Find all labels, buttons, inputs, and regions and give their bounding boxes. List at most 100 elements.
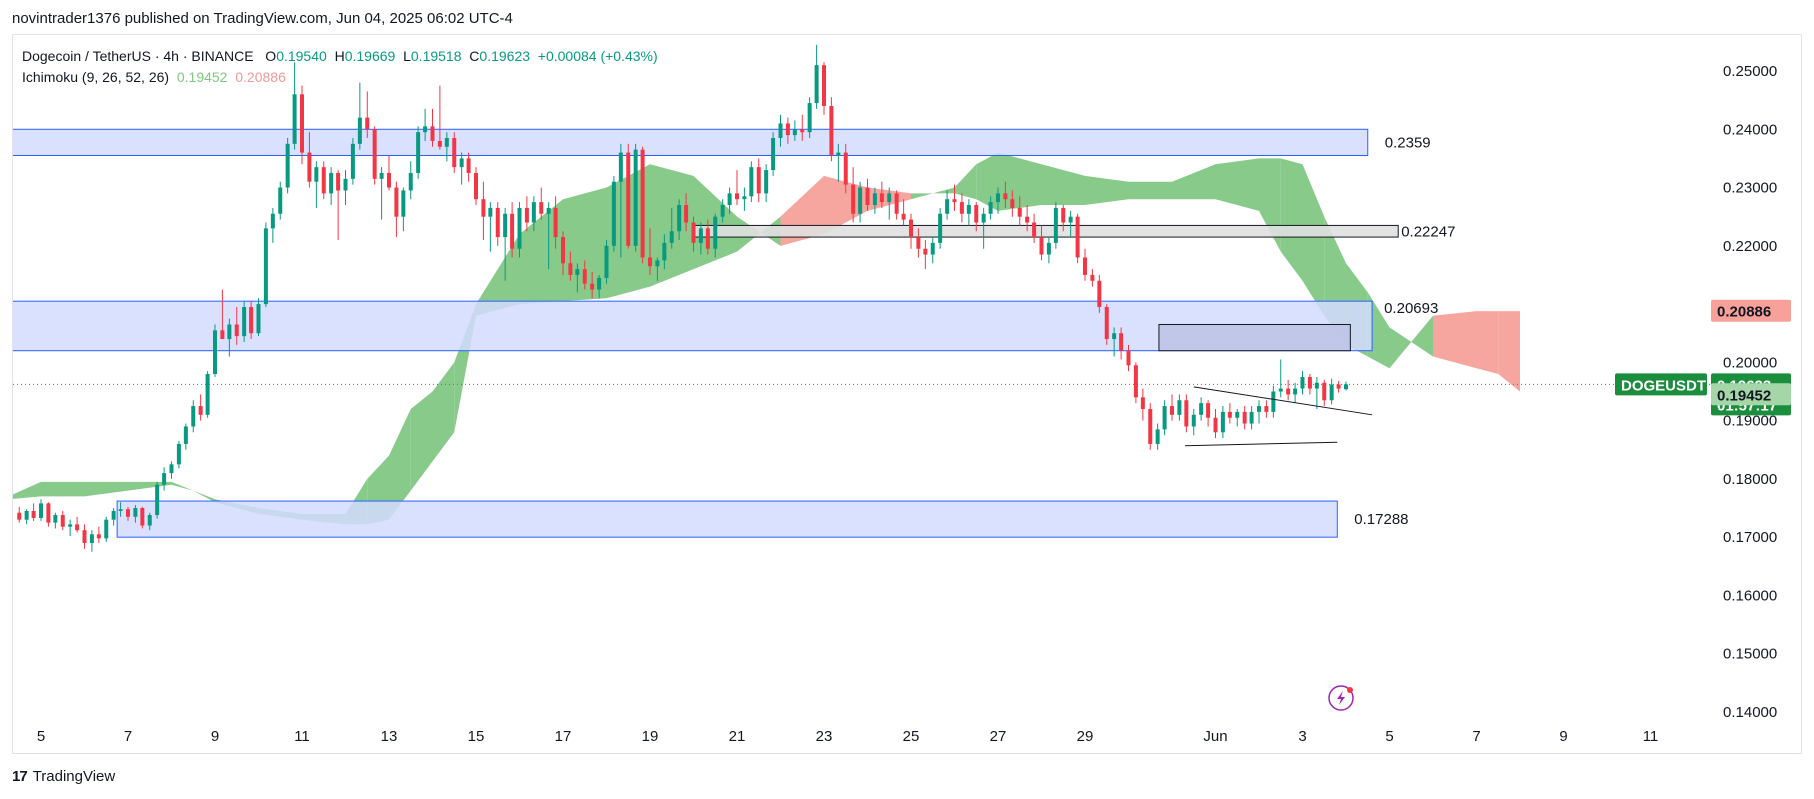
candle[interactable] [1155, 423, 1160, 450]
candle[interactable] [938, 207, 943, 249]
candle[interactable] [800, 114, 805, 141]
candle[interactable] [822, 62, 826, 115]
candle[interactable] [1010, 190, 1015, 217]
candle[interactable] [321, 161, 326, 200]
candle[interactable] [597, 274, 602, 299]
candle[interactable] [111, 508, 116, 526]
candle[interactable] [118, 502, 123, 517]
candle[interactable] [155, 481, 160, 519]
candle[interactable] [1206, 400, 1211, 427]
zone-blue-4[interactable] [116, 500, 1338, 538]
candle[interactable] [285, 138, 290, 194]
candle[interactable] [1112, 327, 1117, 357]
candle[interactable] [720, 199, 725, 223]
candle[interactable] [227, 318, 232, 357]
candle[interactable] [1235, 408, 1240, 427]
candle[interactable] [582, 260, 587, 290]
candle[interactable] [735, 170, 739, 206]
candle[interactable] [357, 82, 362, 150]
candle[interactable] [234, 307, 239, 345]
candle[interactable] [1083, 248, 1087, 281]
candle[interactable] [930, 237, 935, 264]
candle[interactable] [626, 143, 631, 249]
candle[interactable] [872, 187, 877, 214]
candle[interactable] [459, 152, 464, 185]
candle[interactable] [256, 298, 261, 337]
candle[interactable] [140, 506, 145, 529]
candle[interactable] [575, 263, 580, 293]
candle[interactable] [314, 161, 319, 208]
candle[interactable] [604, 239, 609, 284]
candle[interactable] [546, 202, 551, 270]
candle[interactable] [53, 512, 58, 529]
candle[interactable] [1271, 385, 1276, 418]
candle[interactable] [46, 502, 51, 527]
lightning-icon[interactable] [1328, 685, 1354, 711]
candle[interactable] [981, 207, 986, 249]
candle[interactable] [865, 178, 870, 211]
candle[interactable] [561, 231, 565, 275]
candle[interactable] [778, 114, 783, 147]
candle[interactable] [1148, 403, 1153, 450]
candle[interactable] [17, 506, 22, 523]
candle[interactable] [183, 423, 188, 450]
candle[interactable] [416, 126, 421, 179]
candle[interactable] [531, 196, 536, 232]
candle[interactable] [82, 524, 87, 549]
candle[interactable] [394, 181, 399, 238]
candle[interactable] [648, 228, 652, 275]
candle[interactable] [1133, 362, 1138, 404]
candle[interactable] [1177, 394, 1182, 421]
trendline-1[interactable] [1185, 441, 1338, 447]
candle[interactable] [611, 175, 616, 252]
candle[interactable] [329, 167, 334, 206]
candle[interactable] [1003, 181, 1008, 208]
candle[interactable] [1257, 400, 1261, 424]
candle[interactable] [553, 196, 558, 249]
candle[interactable] [1104, 304, 1109, 345]
candle[interactable] [1025, 205, 1030, 232]
candle[interactable] [1264, 400, 1269, 418]
candle[interactable] [713, 213, 718, 258]
candle[interactable] [292, 62, 297, 150]
candle[interactable] [147, 512, 152, 531]
candle[interactable] [39, 499, 43, 521]
candle[interactable] [1286, 379, 1291, 401]
candle[interactable] [1329, 378, 1334, 405]
candle[interactable] [792, 120, 797, 141]
candle[interactable] [466, 152, 471, 182]
candle[interactable] [176, 441, 181, 469]
candle[interactable] [894, 190, 899, 220]
zone-blue-2[interactable] [8, 300, 1373, 352]
candle[interactable] [1278, 359, 1283, 398]
candle[interactable] [1213, 408, 1218, 439]
zone-gray-1[interactable] [693, 224, 1399, 238]
candle[interactable] [242, 301, 247, 342]
candle[interactable] [887, 187, 892, 220]
candle[interactable] [1032, 213, 1037, 243]
candle[interactable] [481, 181, 486, 240]
candle[interactable] [727, 187, 732, 214]
candle[interactable] [843, 143, 848, 194]
candle[interactable] [89, 530, 94, 552]
candle[interactable] [488, 202, 493, 252]
candle[interactable] [96, 526, 101, 544]
candle[interactable] [988, 196, 993, 220]
candle[interactable] [191, 400, 196, 433]
candle[interactable] [749, 161, 754, 203]
candle[interactable] [343, 170, 348, 206]
candle[interactable] [618, 143, 623, 258]
candle[interactable] [836, 143, 841, 182]
candle[interactable] [966, 199, 971, 226]
candle[interactable] [379, 167, 384, 220]
candle[interactable] [24, 509, 29, 525]
candle[interactable] [350, 138, 355, 185]
candle[interactable] [31, 503, 36, 521]
candle[interactable] [474, 167, 478, 206]
candle[interactable] [851, 167, 856, 223]
candle[interactable] [669, 207, 674, 249]
candle[interactable] [952, 184, 957, 211]
candle[interactable] [517, 202, 522, 258]
candle[interactable] [1191, 408, 1196, 436]
